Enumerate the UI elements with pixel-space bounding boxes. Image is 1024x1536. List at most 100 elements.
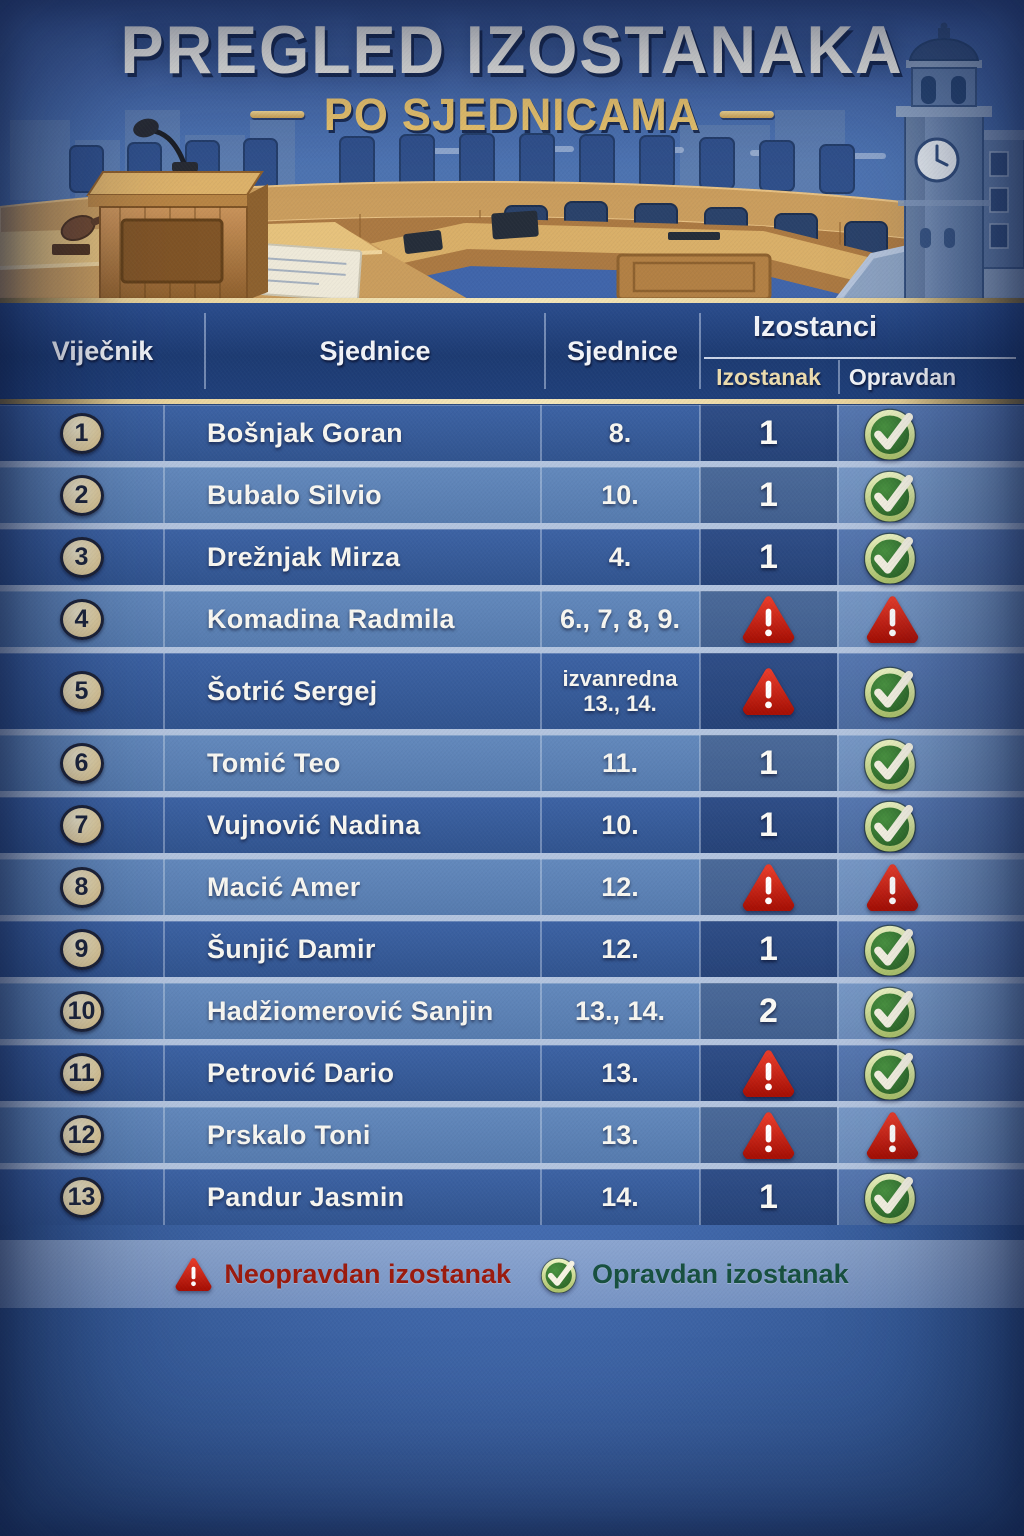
gold-divider-top [0,298,1024,303]
councilor-name: Vujnović Nadina [207,809,421,840]
justified-cell [837,921,947,977]
table-row: 13 Pandur Jasmin 14. 1 [0,1169,1024,1225]
sessions-value: 10. [601,479,639,510]
desk-monitors [403,210,720,254]
table-row: 12 Prskalo Toni 13. [0,1107,1024,1163]
absence-count: 1 [759,475,778,514]
absence-column-shade [700,529,837,585]
absence-cell [700,1107,837,1163]
column-divider [699,1107,701,1163]
table-row: 6 Tomić Teo 11. 1 [0,735,1024,791]
header-sessions: Sjednice [319,336,431,366]
table-row: 2 Bubalo Silvio 10. 1 [0,467,1024,523]
absence-count: 1 [759,805,778,844]
check-circle-icon [863,470,916,522]
chairs-row [69,133,855,194]
column-divider [540,591,542,647]
sessions-cell: 12. [540,921,700,977]
absence-column-shade [700,1169,837,1225]
absence-count: 1 [759,1177,778,1216]
row-number-badge: 5 [59,670,104,712]
row-number-cell: 12 [0,1107,163,1163]
justified-cell [837,529,947,585]
warning-triangle-icon [866,596,918,643]
justified-cell [837,735,947,791]
absence-cell [700,859,837,915]
column-divider [699,859,701,915]
warning-triangle-icon [742,1050,795,1097]
councilor-name: Macić Amer [207,871,361,902]
column-divider [699,983,701,1039]
check-circle-icon [863,532,916,584]
row-number-badge: 4 [59,598,104,640]
column-divider [699,735,701,791]
row-number-cell: 13 [0,1169,163,1225]
column-divider [163,735,165,791]
table-rows: 1 Bošnjak Goran 8. 1 2 Bubalo Silvio 10. 1 3 Dr… [0,405,1024,1225]
councilor-name: Drežnjak Mirza [207,541,401,572]
sessions-cell: 6., 7, 8, 9. [540,591,700,647]
justified-cell [837,1169,947,1225]
page-title: PREGLED IZOSTANAKA [120,12,904,88]
column-divider [540,1169,542,1225]
column-divider [163,1169,165,1225]
justified-cell [837,983,947,1039]
row-number-cell: 3 [0,529,163,585]
column-divider [163,1045,165,1101]
column-divider [837,1169,839,1225]
table-row: 5 Šotrić Sergej izvanredna 13., 14. [0,653,1024,729]
column-divider [540,467,542,523]
column-divider [837,405,839,461]
sessions-cell: 10. [540,797,700,853]
absence-cell: 1 [700,529,837,585]
table-row: 9 Šunjić Damir 12. 1 [0,921,1024,977]
column-divider [163,591,165,647]
header-absence: Izostanak [716,364,821,390]
legend-unjustified-label: Neopravdan izostanak [224,1258,511,1289]
row-number-cell: 11 [0,1045,163,1101]
absence-count: 1 [759,413,778,452]
sessions-value: 13., 14. [574,995,666,1026]
sessions-value: izvanredna 13., 14. [562,665,678,716]
check-circle-icon [863,924,916,976]
column-divider [837,797,839,853]
row-number-badge: 11 [59,1052,104,1094]
warning-triangle-icon [742,1112,795,1159]
sessions-value: 13. [601,1057,639,1088]
sessions-cell: 13. [540,1045,700,1101]
column-divider [837,859,839,915]
councilor-name: Tomić Teo [207,747,341,778]
justified-cell [837,405,947,461]
check-circle-icon [863,800,916,852]
hero: PREGLED IZOSTANAKA PO SJEDNICAMA [0,0,1024,300]
column-divider [540,653,542,729]
legend-justified-icon-slot [541,1256,580,1293]
table-row: 10 Hadžiomerović Sanjin 13., 14. 2 [0,983,1024,1039]
councilor-name: Pandur Jasmin [207,1181,405,1212]
table-row: 4 Komadina Radmila 6., 7, 8, 9. [0,591,1024,647]
header-column-divider [204,313,206,389]
justified-cell [837,467,947,523]
absence-count: 1 [759,743,778,782]
absence-cell: 1 [700,735,837,791]
row-number-cell: 10 [0,983,163,1039]
absence-cell: 2 [700,983,837,1039]
sessions-value: 14. [601,1181,639,1212]
page-subtitle: PO SJEDNICAMA [15,92,1008,137]
justified-cell [837,591,947,647]
column-divider [163,1107,165,1163]
table-row: 1 Bošnjak Goran 8. 1 [0,405,1024,461]
absence-count: 1 [759,537,778,576]
sessions-value: 12. [601,871,639,902]
warning-triangle-icon [742,596,795,643]
absence-cell [700,591,837,647]
check-circle-icon [863,738,916,790]
column-divider [837,529,839,585]
header-councilor: Viječnik [51,336,154,366]
column-divider [699,1045,701,1101]
councilor-name: Petrović Dario [207,1057,395,1088]
gold-divider-bottom [0,399,1024,404]
councilor-name: Hadžiomerović Sanjin [207,995,494,1026]
row-number-badge: 13 [59,1176,104,1218]
sessions-value: 10. [601,809,639,840]
